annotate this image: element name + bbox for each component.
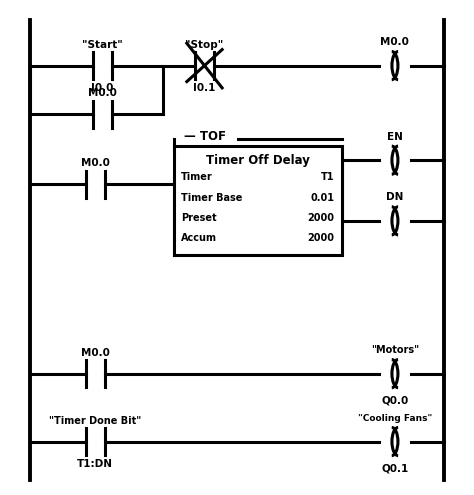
Text: T1:DN: T1:DN xyxy=(77,459,113,469)
Text: M0.0: M0.0 xyxy=(81,347,110,357)
Text: I0.0: I0.0 xyxy=(91,83,113,93)
Text: "Timer Done Bit": "Timer Done Bit" xyxy=(49,415,141,426)
Text: "Stop": "Stop" xyxy=(185,40,224,50)
Text: M0.0: M0.0 xyxy=(81,158,110,168)
Text: 2000: 2000 xyxy=(308,233,335,243)
Text: Accum: Accum xyxy=(181,233,217,243)
Text: M0.0: M0.0 xyxy=(88,88,117,98)
Text: Timer Off Delay: Timer Off Delay xyxy=(206,154,310,167)
Text: Q0.0: Q0.0 xyxy=(381,396,409,405)
Text: "Start": "Start" xyxy=(82,40,123,50)
Text: Preset: Preset xyxy=(181,213,217,223)
Text: Timer Base: Timer Base xyxy=(181,193,243,202)
Text: "Cooling Fans": "Cooling Fans" xyxy=(358,414,432,423)
Text: 0.01: 0.01 xyxy=(310,193,335,202)
Text: T1: T1 xyxy=(321,172,335,182)
Text: 2000: 2000 xyxy=(308,213,335,223)
Text: M0.0: M0.0 xyxy=(381,37,410,47)
Text: DN: DN xyxy=(386,193,404,202)
Text: Timer: Timer xyxy=(181,172,213,182)
Text: I0.1: I0.1 xyxy=(193,83,216,93)
Bar xyxy=(174,146,341,255)
Text: Q0.1: Q0.1 xyxy=(381,463,409,473)
Text: "Motors": "Motors" xyxy=(371,345,419,355)
Text: EN: EN xyxy=(387,132,403,142)
Text: — TOF: — TOF xyxy=(183,130,230,143)
